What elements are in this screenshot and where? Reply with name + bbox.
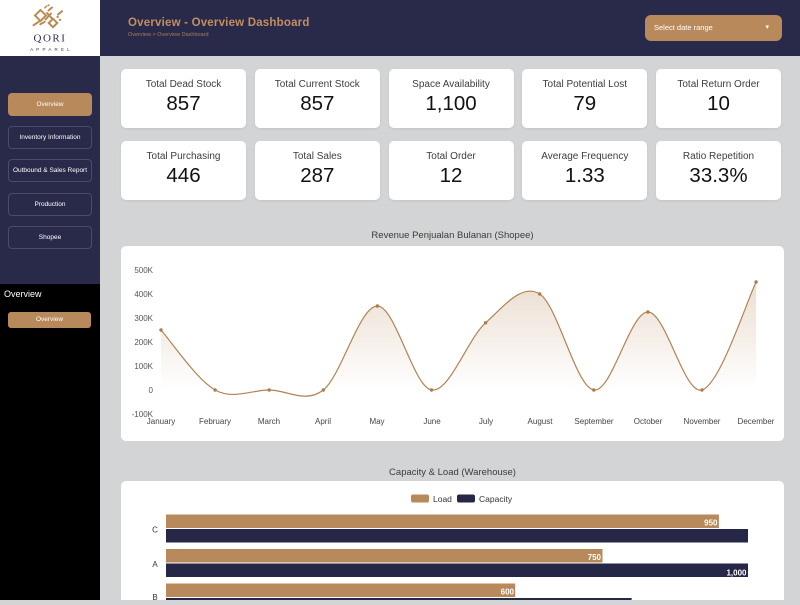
svg-text:A: A xyxy=(152,560,158,569)
svg-text:0: 0 xyxy=(149,386,154,395)
svg-text:July: July xyxy=(479,417,493,426)
svg-text:June: June xyxy=(423,417,441,426)
svg-text:November: November xyxy=(684,417,721,426)
svg-text:September: September xyxy=(574,417,613,426)
svg-text:100K: 100K xyxy=(134,362,153,371)
svg-text:C: C xyxy=(152,526,158,535)
svg-text:April: April xyxy=(315,417,331,426)
svg-text:400K: 400K xyxy=(134,290,153,299)
svg-text:Load: Load xyxy=(433,494,452,504)
svg-text:October: October xyxy=(634,417,663,426)
svg-text:B: B xyxy=(152,593,157,600)
svg-text:-100K: -100K xyxy=(132,410,154,419)
svg-text:600: 600 xyxy=(501,588,515,597)
svg-text:December: December xyxy=(738,417,775,426)
svg-text:January: January xyxy=(147,417,175,426)
svg-text:750: 750 xyxy=(588,553,602,562)
svg-text:February: February xyxy=(199,417,231,426)
svg-text:200K: 200K xyxy=(134,338,153,347)
svg-text:500K: 500K xyxy=(134,266,153,275)
svg-text:QORI: QORI xyxy=(34,33,67,45)
svg-text:Capacity: Capacity xyxy=(479,494,513,504)
svg-text:May: May xyxy=(369,417,384,426)
svg-text:950: 950 xyxy=(704,519,718,528)
svg-text:1,000: 1,000 xyxy=(726,569,747,578)
svg-text:March: March xyxy=(258,417,280,426)
svg-text:August: August xyxy=(528,417,554,426)
svg-text:300K: 300K xyxy=(134,314,153,323)
svg-text:APPAREL: APPAREL xyxy=(30,47,73,52)
